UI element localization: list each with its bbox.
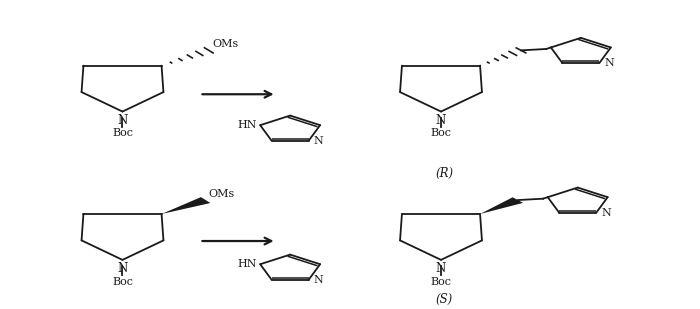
Text: OMs: OMs — [212, 39, 238, 49]
Text: N: N — [314, 275, 323, 285]
Text: Boc: Boc — [430, 277, 452, 286]
Text: Boc: Boc — [112, 128, 133, 138]
Text: N: N — [604, 58, 614, 68]
Text: N: N — [118, 114, 127, 127]
Polygon shape — [162, 197, 211, 214]
Text: (S): (S) — [436, 293, 453, 306]
Polygon shape — [480, 197, 523, 214]
Text: Boc: Boc — [112, 277, 133, 286]
Text: (R): (R) — [435, 167, 454, 180]
Text: Boc: Boc — [430, 128, 452, 138]
Text: HN: HN — [237, 120, 257, 130]
Text: N: N — [314, 136, 323, 146]
Text: N: N — [601, 208, 611, 218]
Text: N: N — [118, 262, 127, 275]
Text: N: N — [436, 262, 446, 275]
Text: OMs: OMs — [209, 189, 235, 199]
Text: N: N — [436, 114, 446, 127]
Text: HN: HN — [237, 259, 257, 269]
